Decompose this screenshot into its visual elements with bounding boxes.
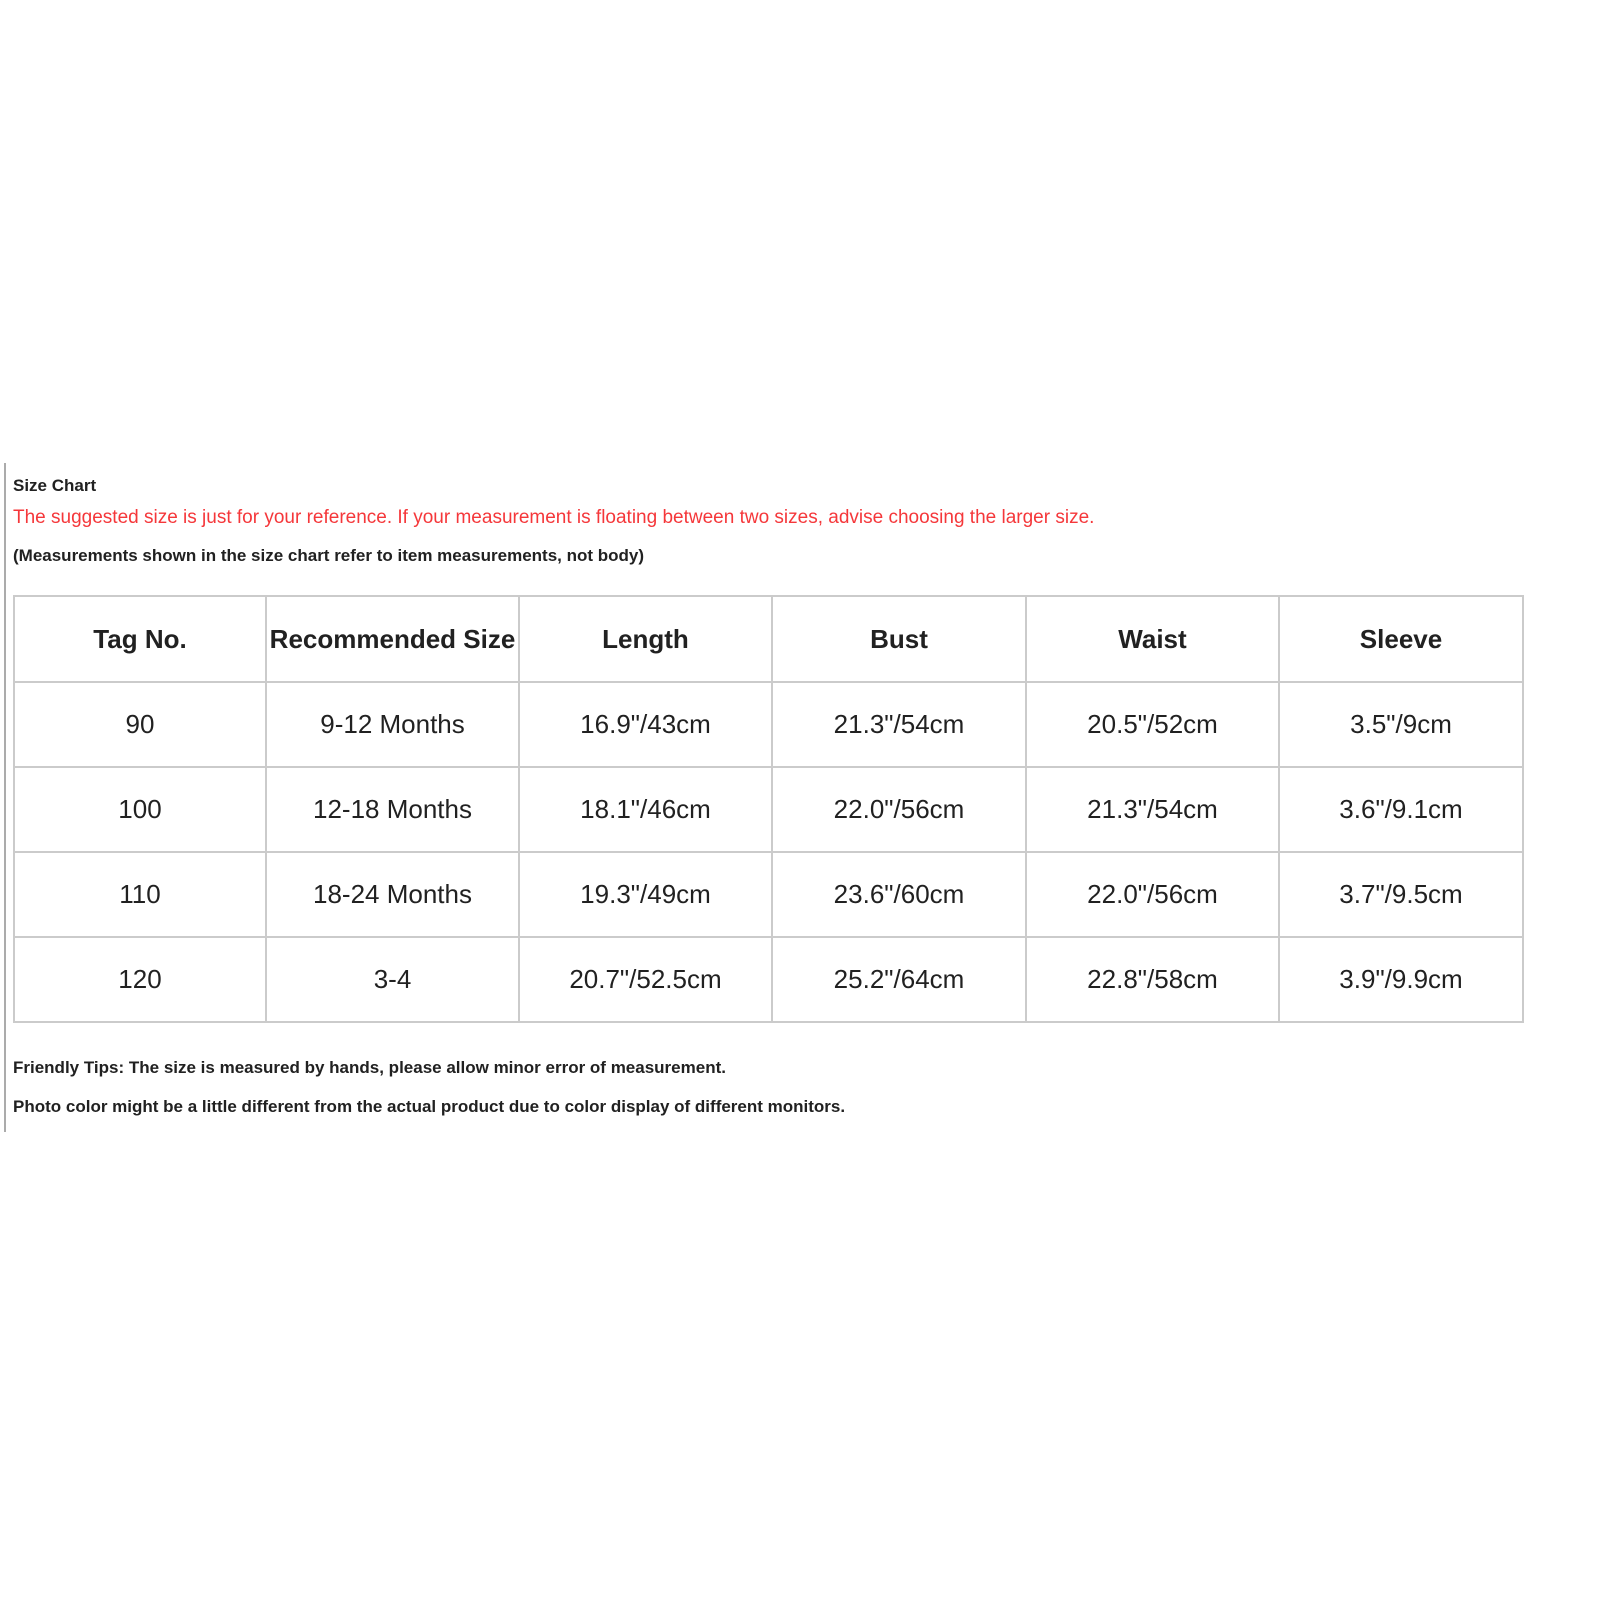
- cell-length: 18.1"/46cm: [518, 766, 773, 853]
- cell-length: 20.7"/52.5cm: [518, 936, 773, 1023]
- cell-recommended-size: 3-4: [265, 936, 520, 1023]
- table-header-row: Tag No. Recommended Size Length Bust Wai…: [13, 595, 1524, 683]
- cell-bust: 25.2"/64cm: [771, 936, 1027, 1023]
- table-row-size-100: 100 12-18 Months 18.1"/46cm 22.0"/56cm 2…: [13, 766, 1524, 853]
- table-row-size-110: 110 18-24 Months 19.3"/49cm 23.6"/60cm 2…: [13, 851, 1524, 938]
- cell-tag-no: 120: [13, 936, 267, 1023]
- column-header-waist: Waist: [1025, 595, 1280, 683]
- cell-waist: 22.8"/58cm: [1025, 936, 1280, 1023]
- cell-sleeve: 3.5"/9cm: [1278, 681, 1524, 768]
- column-header-sleeve: Sleeve: [1278, 595, 1524, 683]
- cell-recommended-size: 18-24 Months: [265, 851, 520, 938]
- photo-color-note: Photo color might be a little different …: [13, 1097, 846, 1116]
- cell-recommended-size: 9-12 Months: [265, 681, 520, 768]
- size-suggestion-notice: The suggested size is just for your refe…: [13, 507, 1095, 528]
- column-header-tag-no: Tag No.: [13, 595, 267, 683]
- column-header-bust: Bust: [771, 595, 1027, 683]
- column-header-recommended-size: Recommended Size: [265, 595, 520, 683]
- cell-tag-no: 110: [13, 851, 267, 938]
- cell-length: 16.9"/43cm: [518, 681, 773, 768]
- cell-sleeve: 3.9"/9.9cm: [1278, 936, 1524, 1023]
- size-chart-table: Tag No. Recommended Size Length Bust Wai…: [13, 595, 1524, 1023]
- left-divider-rule: [4, 463, 6, 1132]
- cell-sleeve: 3.6"/9.1cm: [1278, 766, 1524, 853]
- table-row-size-90: 90 9-12 Months 16.9"/43cm 21.3"/54cm 20.…: [13, 681, 1524, 768]
- cell-waist: 20.5"/52cm: [1025, 681, 1280, 768]
- cell-sleeve: 3.7"/9.5cm: [1278, 851, 1524, 938]
- cell-bust: 23.6"/60cm: [771, 851, 1027, 938]
- page-title: Size Chart: [13, 476, 97, 495]
- measurement-note: (Measurements shown in the size chart re…: [13, 546, 645, 565]
- cell-recommended-size: 12-18 Months: [265, 766, 520, 853]
- cell-bust: 21.3"/54cm: [771, 681, 1027, 768]
- cell-waist: 21.3"/54cm: [1025, 766, 1280, 853]
- table-row-size-120: 120 3-4 20.7"/52.5cm 25.2"/64cm 22.8"/58…: [13, 936, 1524, 1023]
- column-header-length: Length: [518, 595, 773, 683]
- cell-bust: 22.0"/56cm: [771, 766, 1027, 853]
- cell-tag-no: 100: [13, 766, 267, 853]
- cell-tag-no: 90: [13, 681, 267, 768]
- cell-waist: 22.0"/56cm: [1025, 851, 1280, 938]
- friendly-tips-note: Friendly Tips: The size is measured by h…: [13, 1058, 726, 1077]
- cell-length: 19.3"/49cm: [518, 851, 773, 938]
